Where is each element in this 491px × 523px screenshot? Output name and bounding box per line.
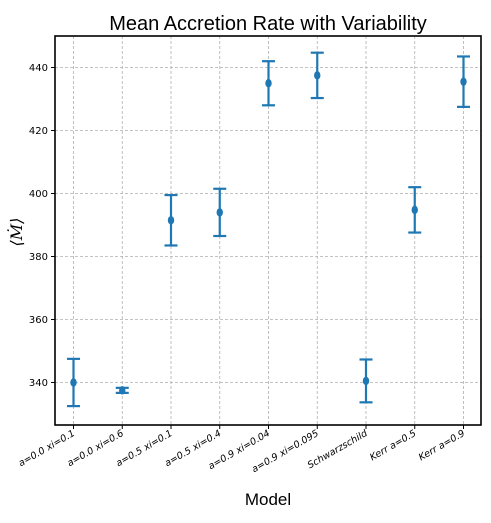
- data-point: [119, 386, 126, 395]
- y-tick-label: 420: [29, 126, 48, 137]
- plot-frame: [54, 35, 482, 426]
- data-point: [167, 216, 175, 225]
- y-tick-label: 360: [29, 315, 48, 326]
- data-point: [314, 71, 321, 80]
- x-axis-label: Model: [245, 490, 291, 509]
- x-tick-label: Kerr a=0.9: [417, 428, 467, 463]
- y-axis-ticks: 340 360 380 400 420 440: [29, 63, 55, 389]
- y-tick-label: 440: [29, 63, 48, 74]
- error-bars: [67, 51, 470, 408]
- y-axis-label: ⟨Ṁ⟩: [6, 218, 26, 247]
- data-point: [460, 77, 467, 86]
- chart-title: Mean Accretion Rate with Variability: [109, 13, 427, 35]
- data-point: [70, 378, 77, 387]
- data-point: [216, 208, 223, 217]
- data-point: [362, 376, 370, 386]
- y-tick-label: 380: [29, 252, 48, 263]
- data-point: [411, 205, 418, 215]
- y-tick-label: 400: [29, 189, 48, 200]
- data-point: [265, 79, 272, 88]
- y-tick-label: 340: [29, 378, 48, 389]
- x-axis-ticks: a=0.0 xi=0.1a=0.0 xi=0.6a=0.5 xi=0.1a=0.…: [17, 425, 467, 475]
- x-tick-label: Kerr a=0.5: [368, 428, 418, 463]
